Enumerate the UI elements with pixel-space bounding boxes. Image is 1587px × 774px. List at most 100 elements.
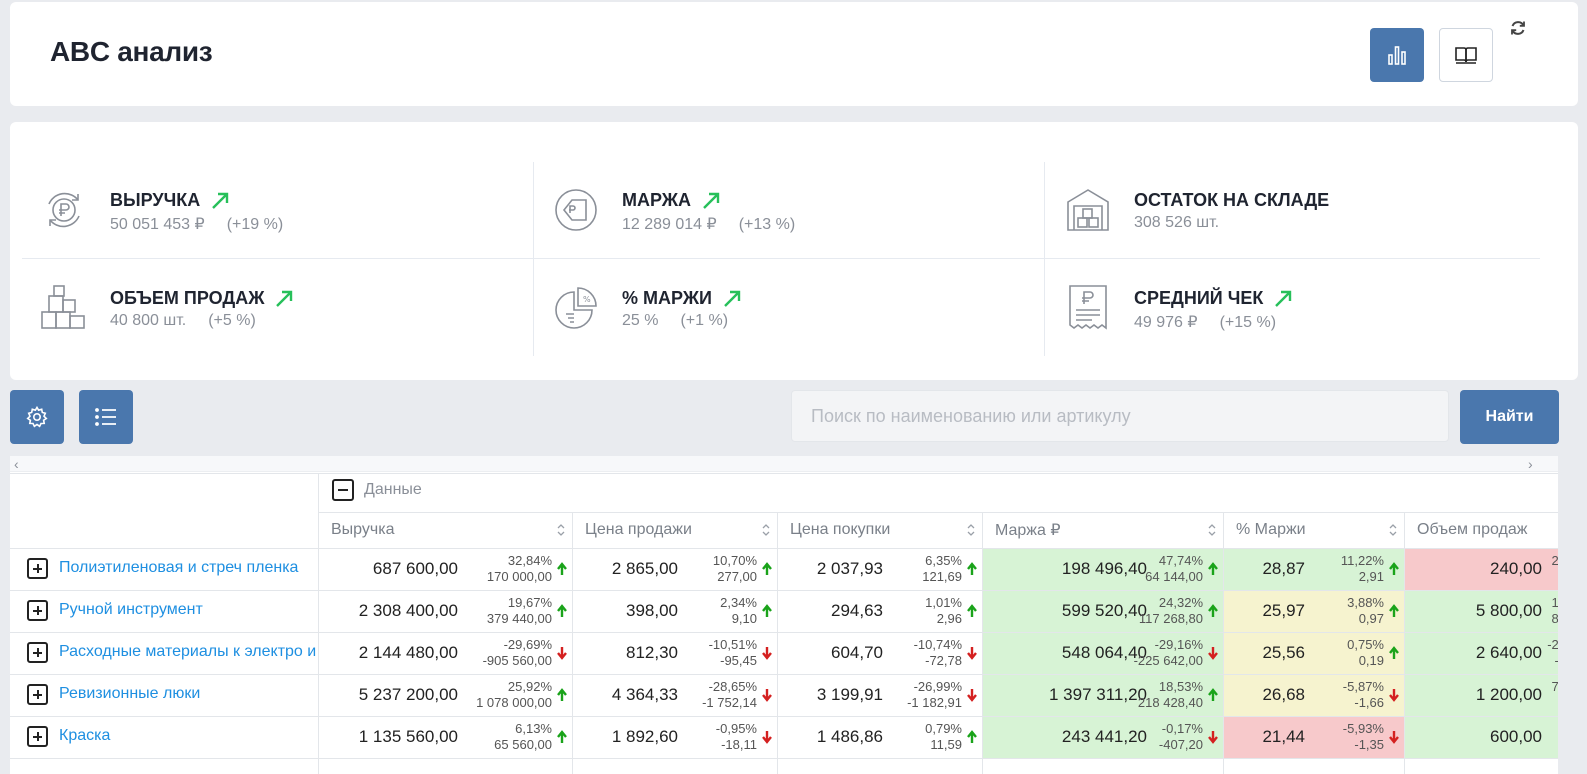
cell-value: 25,56 xyxy=(1262,643,1305,662)
find-button[interactable]: Найти xyxy=(1460,390,1559,444)
docs-button[interactable] xyxy=(1439,28,1493,82)
kpi-change: (+13 %) xyxy=(738,216,796,233)
grid-line xyxy=(572,512,573,774)
cell-delta-absolute: -95,45 xyxy=(720,653,757,668)
cell-delta-percent: -5,93% xyxy=(1342,721,1384,736)
table-cell: 2 640,00 -21-7 xyxy=(1404,632,1558,674)
receipt-icon xyxy=(1069,285,1107,330)
cell-delta-absolute: 121,69 xyxy=(922,569,962,584)
arrow-up-icon xyxy=(1208,688,1218,701)
expand-icon[interactable] xyxy=(27,600,48,621)
cell-delta-percent: 25,92% xyxy=(507,679,552,694)
warehouse-icon xyxy=(1067,189,1109,231)
column-header[interactable]: Маржа ₽ xyxy=(982,512,1223,548)
cell-delta-percent: 1,01% xyxy=(925,595,962,610)
chart-view-button[interactable] xyxy=(1370,28,1424,82)
kpi-change: (+5 %) xyxy=(208,312,256,329)
trend-up-icon xyxy=(724,290,741,307)
cell-delta-percent: 76 xyxy=(1551,679,1558,694)
cell-delta-percent: 0,75% xyxy=(1347,637,1384,652)
cell-delta-absolute: -1 752,14 xyxy=(702,695,757,710)
arrow-up-icon xyxy=(557,688,567,701)
column-header-label: Цена покупки xyxy=(790,521,891,538)
grid-line xyxy=(982,512,983,774)
cell-value: 1 200,00 xyxy=(1475,685,1542,704)
arrow-up-icon xyxy=(1389,646,1399,659)
cell-delta-percent: 11,22% xyxy=(1340,553,1384,568)
column-header[interactable]: Выручка xyxy=(318,512,572,548)
scroll-left-icon[interactable]: ‹ xyxy=(14,456,19,472)
settings-button[interactable] xyxy=(10,390,64,444)
sort-icon[interactable] xyxy=(761,523,771,537)
row-name-link[interactable]: Расходные материалы к электро и xyxy=(59,643,317,660)
pie-chart-icon: % xyxy=(555,287,597,329)
sort-icon[interactable] xyxy=(1388,523,1398,537)
cell-delta-percent: 6,13% xyxy=(515,721,552,736)
expand-icon[interactable] xyxy=(27,558,48,579)
sort-icon[interactable] xyxy=(966,523,976,537)
search-input[interactable] xyxy=(791,390,1449,442)
table-cell: 812,30 -10,51% -95,45 xyxy=(572,632,777,674)
refresh-icon[interactable] xyxy=(1506,16,1530,40)
row-name-link[interactable]: Краска xyxy=(59,727,111,744)
cell-delta-absolute: -7 xyxy=(1554,653,1558,668)
table-cell: 548 064,40 -29,16% -225 642,00 xyxy=(982,632,1223,674)
cell-delta-percent: -0,95% xyxy=(715,721,757,736)
ruble-cycle-icon xyxy=(48,192,80,228)
cell-value: 600,00 xyxy=(1490,727,1542,746)
expand-icon[interactable] xyxy=(27,684,48,705)
cell-delta-absolute: 65 560,00 xyxy=(494,737,552,752)
table-cell: 398,00 2,34% 9,10 xyxy=(572,590,777,632)
scroll-right-icon[interactable]: › xyxy=(1528,456,1533,472)
gear-icon xyxy=(26,405,48,428)
grid-line xyxy=(318,473,319,774)
arrow-up-icon xyxy=(967,604,977,617)
cell-value: 599 520,40 xyxy=(1061,601,1147,620)
list-view-button[interactable] xyxy=(79,390,133,444)
cell-value: 2 308 400,00 xyxy=(358,601,458,620)
kpi-change: (+19 %) xyxy=(226,216,284,233)
book-icon xyxy=(1455,47,1477,64)
column-header-label: Цена продажи xyxy=(585,521,692,538)
table-cell: 1 486,86 0,79% 11,59 xyxy=(777,716,982,758)
row-name-link[interactable]: Полиэтиленовая и стреч пленка xyxy=(59,559,299,576)
cell-value: 2 865,00 xyxy=(611,559,678,578)
column-header[interactable]: % Маржи xyxy=(1223,512,1404,548)
trend-up-icon xyxy=(703,192,720,209)
arrow-down-icon xyxy=(1208,731,1218,744)
arrow-up-icon xyxy=(1208,604,1218,617)
cell-value: 294,63 xyxy=(831,601,883,620)
collapse-icon[interactable] xyxy=(332,479,354,501)
cell-delta-absolute: -225 642,00 xyxy=(1133,653,1203,668)
cell-delta-absolute: -1 182,91 xyxy=(907,695,962,710)
bar-chart-icon xyxy=(1388,46,1406,65)
table-cell: 21,44 -5,93% -1,35 xyxy=(1223,716,1404,758)
grid-line xyxy=(10,473,1558,474)
table-cell: 4 364,33 -28,65% -1 752,14 xyxy=(572,674,777,716)
kpi-panel: ВЫРУЧКА 50 051 453 ₽ (+19 %) МАРЖА 12 289… xyxy=(10,122,1578,380)
row-name-link[interactable]: Ручной инструмент xyxy=(59,601,203,618)
expand-icon[interactable] xyxy=(27,642,48,663)
table-cell: 26,68 -5,87% -1,66 xyxy=(1223,674,1404,716)
cell-value: 1 397 311,20 xyxy=(1049,685,1147,704)
kpi-value: 25 % xyxy=(622,312,659,329)
column-header[interactable]: Цена продажи xyxy=(572,512,777,548)
cell-delta-percent: -5,87% xyxy=(1342,679,1384,694)
column-header-label: Маржа ₽ xyxy=(995,522,1061,539)
sort-icon[interactable] xyxy=(1207,523,1217,537)
cell-value: 5 800,00 xyxy=(1475,601,1542,620)
grid-line xyxy=(1223,512,1224,774)
table-row: Полиэтиленовая и стреч пленка 687 600,00 3… xyxy=(10,548,1558,590)
divider xyxy=(533,162,534,356)
sort-icon[interactable] xyxy=(556,523,566,537)
column-header[interactable]: Объем продаж xyxy=(1404,512,1558,548)
column-header[interactable]: Цена покупки xyxy=(777,512,982,548)
trend-up-icon xyxy=(212,192,229,209)
table-row: Краска 1 135 560,00 6,13% 65 560,00 1 892,60… xyxy=(10,716,1558,758)
row-name-link[interactable]: Ревизионные люки xyxy=(59,685,201,702)
cell-delta-percent: 6,35% xyxy=(925,553,962,568)
expand-icon[interactable] xyxy=(27,726,48,747)
horizontal-scrollbar[interactable]: ‹ › xyxy=(10,456,1558,472)
cell-delta-absolute: -18,11 xyxy=(721,737,757,752)
cell-value: 398,00 xyxy=(626,601,678,620)
